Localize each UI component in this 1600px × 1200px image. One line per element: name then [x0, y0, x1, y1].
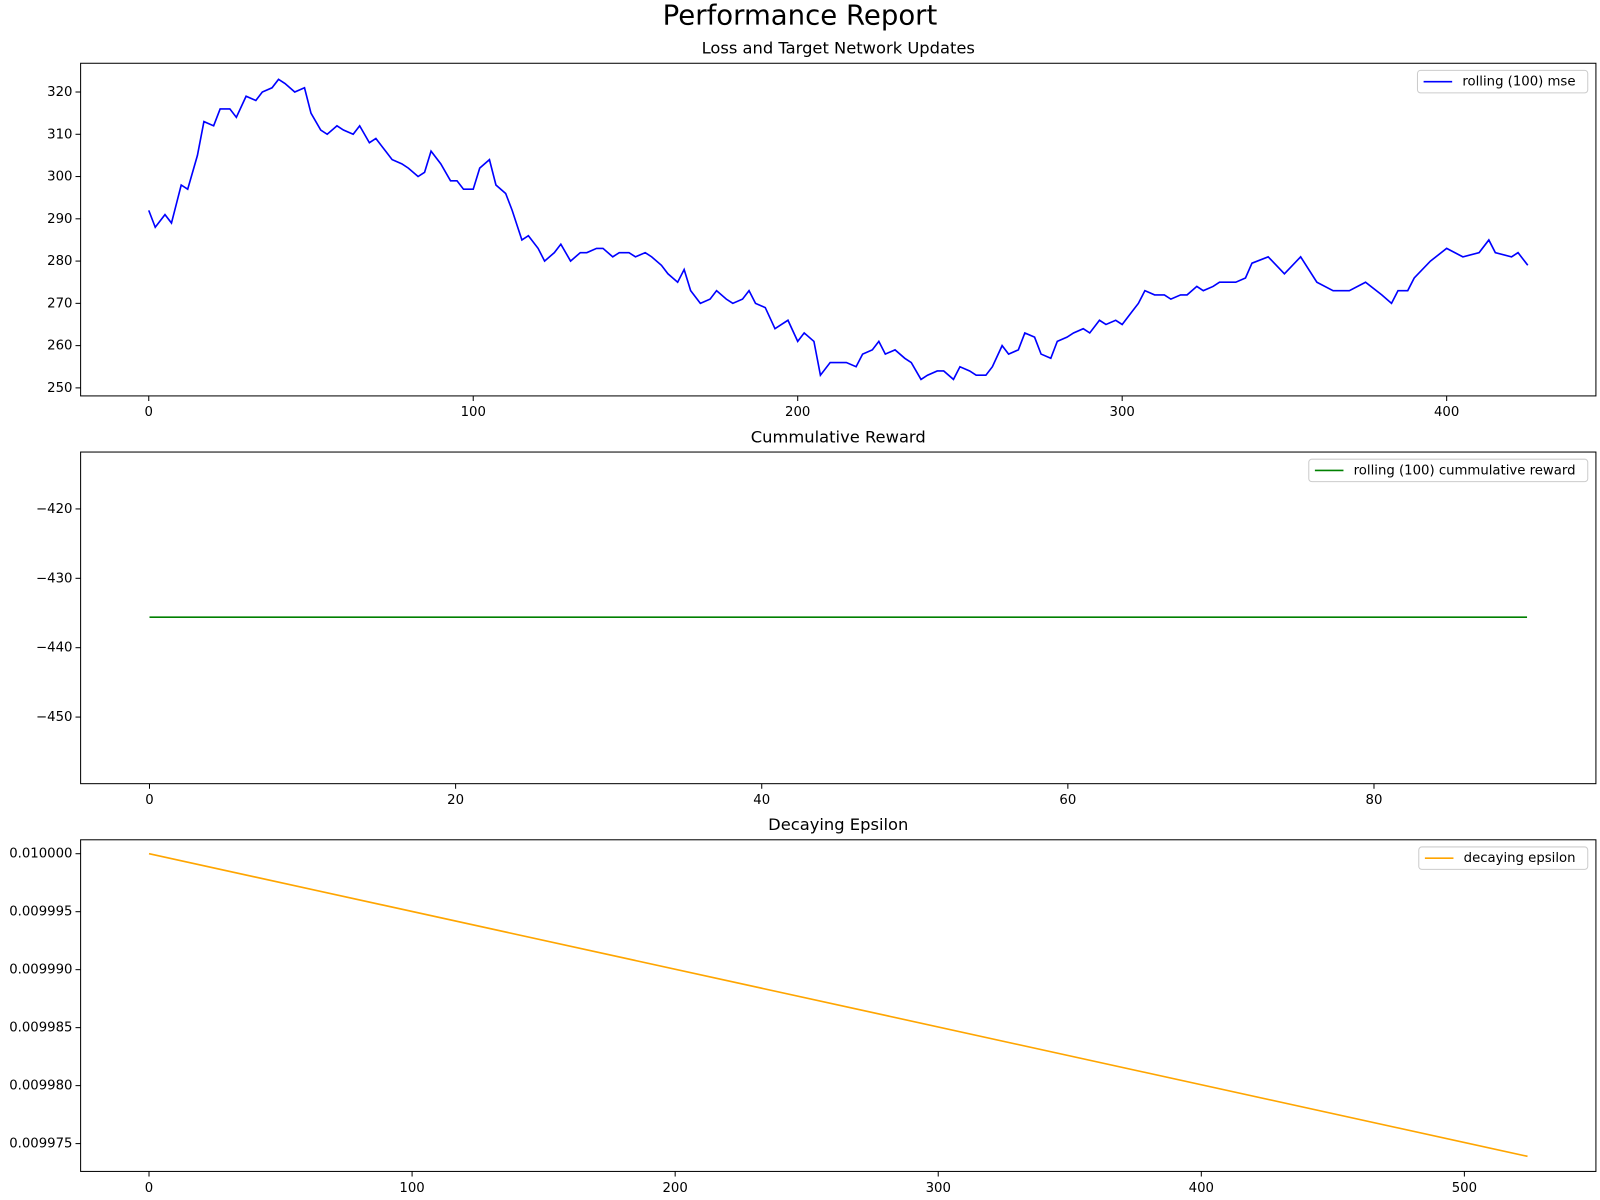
x-tick-label: 20	[447, 793, 464, 808]
figure-title: Performance Report	[663, 0, 938, 31]
y-tick-label: 280	[47, 254, 72, 269]
y-tick-label: −440	[36, 641, 72, 656]
legend: rolling (100) mse	[1416, 69, 1589, 94]
y-tick-label: 250	[47, 381, 72, 396]
y-tick-label: −420	[36, 502, 72, 517]
x-tick-label: 300	[926, 1181, 951, 1196]
x-tick-label: 200	[663, 1181, 688, 1196]
y-tick-label: 310	[47, 127, 72, 142]
y-tick-label: 0.009995	[9, 905, 72, 920]
x-tick-label: 200	[785, 405, 810, 420]
x-tick-label: 0	[145, 405, 153, 420]
x-tick-label: 100	[399, 1181, 424, 1196]
legend: rolling (100) cummulative reward	[1308, 458, 1589, 483]
y-tick-label: 320	[47, 85, 72, 100]
x-tick-label: 60	[1059, 793, 1076, 808]
legend-label: rolling (100) mse	[1462, 75, 1575, 90]
axes-title: Decaying Epsilon	[768, 815, 908, 834]
y-tick-label: 260	[47, 339, 72, 354]
x-tick-label: 500	[1452, 1181, 1477, 1196]
axes-frame	[80, 62, 1597, 397]
x-tick-label: 300	[1110, 405, 1135, 420]
y-tick-label: −450	[36, 710, 72, 725]
legend-frame	[1416, 69, 1589, 94]
y-tick-label: 290	[47, 212, 72, 227]
legend-label: rolling (100) cummulative reward	[1354, 463, 1576, 478]
x-tick-label: 0	[145, 1181, 153, 1196]
axes-title: Cummulative Reward	[751, 427, 926, 446]
y-tick-label: 0.009985	[9, 1021, 72, 1036]
axes-title: Loss and Target Network Updates	[702, 38, 975, 57]
axes-frame	[80, 839, 1597, 1172]
legend: decaying epsilon	[1418, 846, 1589, 870]
x-tick-label: 0	[145, 793, 153, 808]
y-tick-label: −430	[36, 571, 72, 586]
y-tick-label: 300	[47, 170, 72, 185]
x-tick-label: 40	[753, 793, 770, 808]
y-tick-label: 0.009980	[9, 1079, 72, 1094]
data-line	[147, 78, 1529, 381]
x-tick-label: 80	[1366, 793, 1383, 808]
x-tick-label: 400	[1434, 405, 1459, 420]
legend-label: decaying epsilon	[1464, 851, 1576, 866]
axes-frame	[80, 451, 1597, 785]
y-tick-label: 0.010000	[9, 847, 72, 862]
y-tick-label: 270	[47, 296, 72, 311]
y-tick-label: 0.009975	[9, 1137, 72, 1152]
x-tick-label: 400	[1189, 1181, 1214, 1196]
data-line	[148, 852, 1528, 1158]
y-tick-label: 0.009990	[9, 963, 72, 978]
legend-frame	[1418, 846, 1589, 870]
x-tick-label: 100	[461, 405, 486, 420]
legend-frame	[1308, 458, 1589, 483]
